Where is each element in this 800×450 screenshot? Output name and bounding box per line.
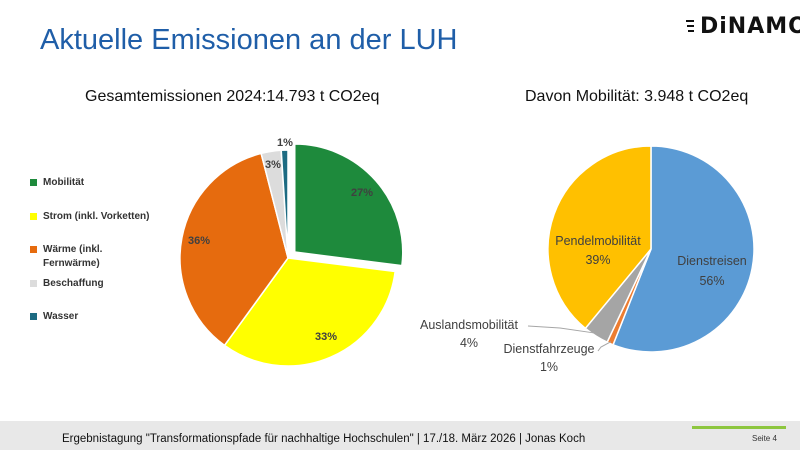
pie-slice-dienstreisen [612, 145, 755, 353]
legend-label: Beschaffung [43, 278, 104, 289]
category-label-pendelmobilität: Pendelmobilität [555, 234, 641, 248]
data-label-dienstfahrzeuge: 1% [540, 360, 558, 374]
slide-title: Aktuelle Emissionen an der LUH [40, 24, 458, 56]
pie-slice-mobilität [294, 143, 404, 267]
page-number: Seite 4 [752, 434, 777, 443]
legend-swatch [30, 179, 37, 186]
pie-slice-pendelmobilität [547, 145, 652, 330]
legend-swatch [30, 280, 37, 287]
legend-label: Strom (inkl. Vorketten) [43, 211, 150, 222]
footer-bar [0, 421, 800, 450]
legend-item-strom: Strom (inkl. Vorketten) [30, 210, 173, 224]
legend-label: Mobilität [43, 177, 85, 188]
pie-charts: 27% 33% 36% 3% 1% Dienstreisen 56% Dienstfahrze… [179, 137, 755, 374]
pie-slice-wärme-inkl-fernwärme [179, 152, 289, 347]
data-label-strom-inkl-vorketten: 33% [315, 331, 337, 343]
left-chart-title: Gesamtemissionen 2024:14.793 t CO2eq [85, 88, 380, 105]
logo-text: DiNAMO [700, 14, 800, 39]
pie-slice-wasser [280, 149, 289, 259]
right-chart-title: Davon Mobilität: 3.948 t CO2eq [525, 88, 749, 105]
pie-slice-strom-inkl-vorketten [223, 257, 396, 367]
data-label-pendelmobilität: 39% [585, 253, 610, 267]
category-label-auslandsmobilität: Auslandsmobilität [420, 318, 518, 332]
data-label-wärme-inkl-fernwärme: 36% [188, 235, 210, 247]
data-label-auslandsmobilität: 4% [460, 336, 478, 350]
legend-swatch [30, 213, 37, 220]
data-label-beschaffung: 3% [265, 159, 281, 171]
legend-swatch [30, 313, 37, 320]
data-label-mobilität: 27% [351, 187, 373, 199]
legend-item-waerme: Wärme (inkl. Fernwärme) [30, 243, 138, 271]
legend-item-mobilitaet: Mobilität [30, 176, 173, 190]
legend-item-wasser: Wasser [30, 310, 173, 324]
legend-swatch [30, 246, 37, 253]
logo-mark-icon [686, 19, 694, 32]
category-label-dienstfahrzeuge: Dienstfahrzeuge [503, 342, 594, 356]
data-label-dienstreisen: 56% [699, 274, 724, 288]
legend-label: Wasser [43, 311, 79, 322]
footer-accent [692, 426, 786, 429]
category-label-dienstreisen: Dienstreisen [677, 254, 747, 268]
dinamo-logo: DiNAMO [686, 14, 800, 39]
footer-text: Ergebnistagung "Transformationspfade für… [62, 433, 586, 445]
legend-item-beschaffung: Beschaffung [30, 277, 173, 291]
legend-label: Wärme (inkl. Fernwärme) [43, 244, 103, 269]
leader-line-dienstfahrzeuge [597, 341, 612, 352]
data-label-wasser: 1% [277, 137, 293, 149]
leader-line-auslandsmobilität [527, 325, 598, 334]
